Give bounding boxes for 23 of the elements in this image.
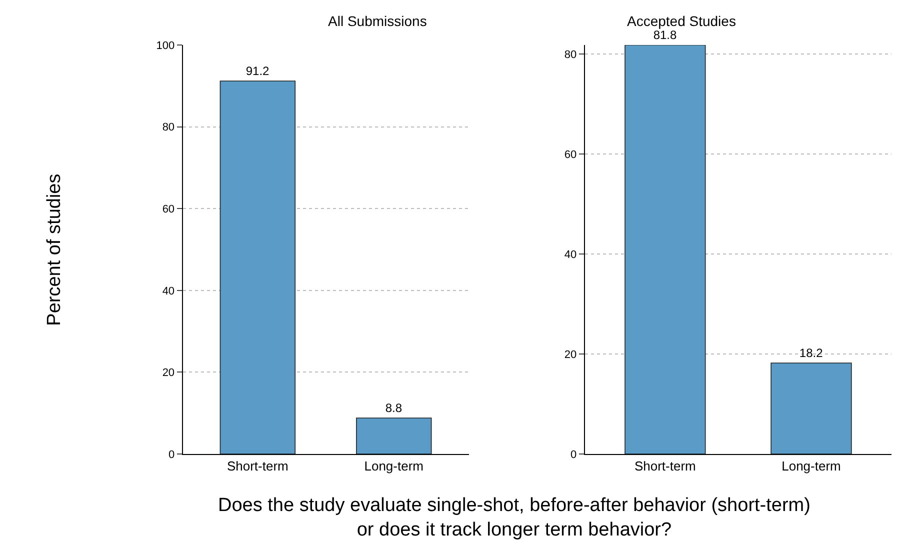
chart-title: Accepted Studies — [627, 13, 736, 29]
y-tick-label: 60 — [564, 148, 577, 161]
data-label: 8.8 — [385, 401, 402, 416]
data-label: 18.2 — [799, 346, 824, 360]
chart-title: All Submissions — [328, 13, 427, 29]
data-label: 81.8 — [653, 28, 678, 42]
y-tick-label: 80 — [162, 122, 175, 134]
y-tick-label: 20 — [564, 348, 577, 361]
x-axis-title: Does the study evaluate single-shot, before-after behavior (short-term) or does it track longer term behavior? — [218, 495, 810, 541]
x-tick-label: Long-term — [364, 458, 424, 474]
y-tick-label: 40 — [564, 248, 577, 261]
data-label: 91.2 — [246, 64, 270, 78]
y-tick-label: 80 — [564, 48, 577, 61]
y-tick-label: 40 — [162, 285, 175, 298]
y-tick-label: 20 — [162, 367, 175, 380]
x-tick-label: Long-term — [782, 458, 841, 474]
y-tick-label: 60 — [162, 203, 175, 216]
y-tick-label: 0 — [168, 448, 175, 461]
x-tick-label: Short-term — [634, 458, 696, 474]
y-tick-label: 0 — [570, 448, 577, 461]
y-axis-title: Percent of studies — [44, 174, 65, 326]
y-tick-label: 100 — [156, 40, 175, 52]
x-tick-label: Short-term — [226, 458, 288, 474]
